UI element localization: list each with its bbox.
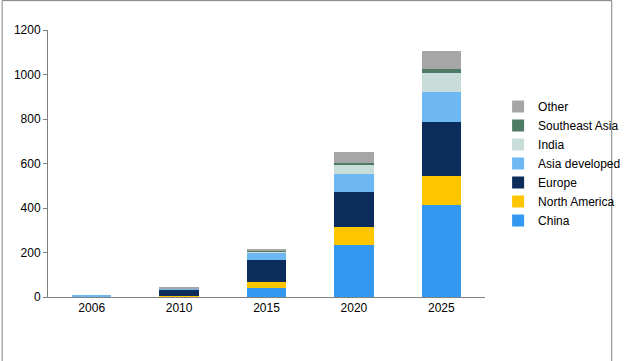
svg-text:1200: 1200 [14,23,41,37]
svg-text:Asia developed: Asia developed [538,157,620,171]
svg-text:400: 400 [21,201,41,215]
svg-text:2015: 2015 [253,301,280,315]
svg-text:India: India [538,138,564,152]
svg-text:2010: 2010 [166,301,193,315]
svg-text:2020: 2020 [341,301,368,315]
svg-text:200: 200 [21,246,41,260]
svg-text:China: China [538,214,570,228]
svg-text:600: 600 [21,157,41,171]
svg-text:2025: 2025 [428,301,455,315]
svg-text:2006: 2006 [78,301,105,315]
svg-text:Europe: Europe [538,176,577,190]
svg-text:Southeast Asia: Southeast Asia [538,119,618,133]
svg-text:Other: Other [538,100,568,114]
svg-text:0: 0 [34,290,41,304]
svg-text:North America: North America [538,195,614,209]
svg-text:1000: 1000 [14,68,41,82]
svg-text:800: 800 [21,112,41,126]
